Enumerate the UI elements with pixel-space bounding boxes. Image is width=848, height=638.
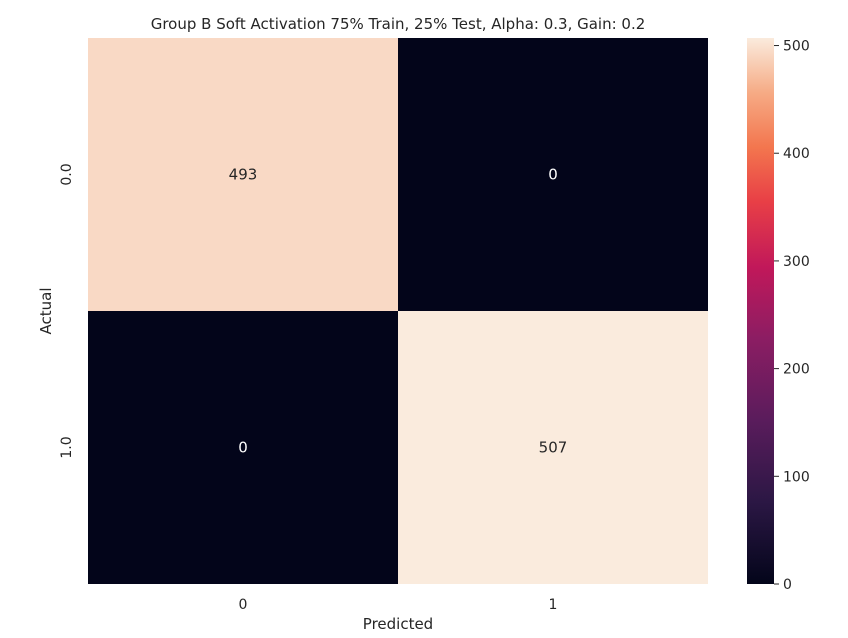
cell-value-label: 493 xyxy=(229,166,258,184)
colorbar-tick-label: 300 xyxy=(783,254,810,270)
colorbar-tick-label: 0 xyxy=(783,577,792,593)
cell-value-label: 0 xyxy=(548,166,558,184)
colorbar-tick-label: 500 xyxy=(783,39,810,55)
cell-value-label: 507 xyxy=(539,439,568,457)
colorbar-ticks: 0 100 200 300 400 500 xyxy=(774,39,810,593)
heatmap-cells: 493 0 0 507 xyxy=(88,38,708,584)
colorbar-tick-label: 200 xyxy=(783,362,810,378)
heatmap-cell xyxy=(88,38,398,311)
y-axis-label: Actual xyxy=(37,288,55,335)
colorbar xyxy=(747,38,774,584)
x-tick-label: 0 xyxy=(239,597,248,613)
y-axis-ticks: 0.0 1.0 xyxy=(59,163,75,458)
heatmap-cell xyxy=(398,311,708,584)
colorbar-tick-label: 100 xyxy=(783,469,810,485)
x-axis-label: Predicted xyxy=(363,615,433,633)
x-tick-label: 1 xyxy=(549,597,558,613)
y-tick-label: 1.0 xyxy=(59,436,75,458)
heatmap-cell xyxy=(88,311,398,584)
colorbar-tick-label: 400 xyxy=(783,146,810,162)
chart-title: Group B Soft Activation 75% Train, 25% T… xyxy=(151,15,646,33)
heatmap-cell xyxy=(398,38,708,311)
cell-value-label: 0 xyxy=(238,439,248,457)
y-tick-label: 0.0 xyxy=(59,163,75,185)
